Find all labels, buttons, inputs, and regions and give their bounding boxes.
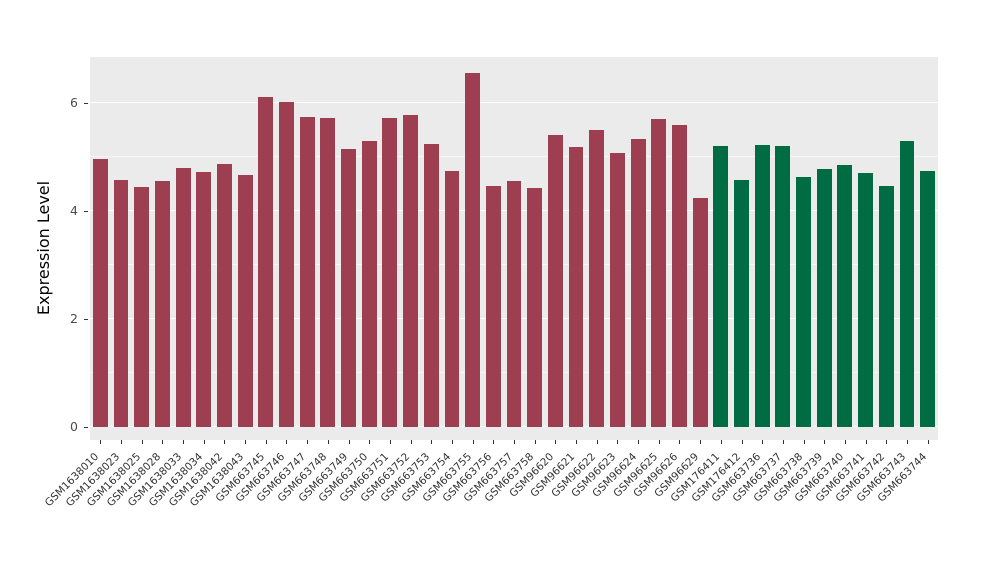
x-tick-mark — [720, 440, 722, 444]
bar — [547, 135, 563, 427]
bar — [837, 165, 853, 427]
x-tick-mark — [162, 440, 164, 444]
x-tick-mark — [327, 440, 329, 444]
y-tick-label: 6 — [70, 95, 78, 110]
bar — [734, 179, 749, 427]
x-tick-mark — [865, 440, 867, 444]
x-tick-mark — [348, 440, 350, 444]
x-tick-mark — [410, 440, 412, 444]
bar — [134, 186, 150, 427]
x-tick-mark — [431, 440, 433, 444]
plot-panel — [90, 57, 938, 440]
y-tick-mark — [84, 211, 88, 212]
y-tick-label: 4 — [70, 203, 78, 218]
x-tick-mark — [617, 440, 619, 444]
bar — [444, 170, 460, 427]
bar — [403, 114, 419, 427]
x-tick-mark — [265, 440, 267, 444]
bar — [609, 153, 625, 427]
x-tick-mark — [307, 440, 309, 444]
x-tick-mark — [638, 440, 640, 444]
x-tick-mark — [596, 440, 598, 444]
bar — [775, 146, 791, 427]
x-tick-mark — [389, 440, 391, 444]
bar — [816, 168, 832, 427]
x-tick-mark — [844, 440, 846, 444]
bar — [878, 185, 894, 427]
bar — [796, 176, 811, 427]
y-tick-label: 0 — [70, 419, 78, 434]
x-tick-mark — [782, 440, 784, 444]
y-tick-mark — [84, 319, 88, 320]
bar — [465, 73, 481, 427]
bar — [279, 101, 294, 427]
bar — [299, 116, 315, 427]
y-tick-mark — [84, 427, 88, 428]
x-tick-mark — [679, 440, 681, 444]
x-tick-mark — [741, 440, 743, 444]
bar — [320, 118, 336, 427]
x-tick-mark — [514, 440, 515, 444]
x-tick-mark — [927, 440, 929, 444]
bar — [485, 185, 501, 427]
x-tick-mark — [555, 440, 557, 444]
bar — [258, 96, 274, 427]
x-tick-mark — [534, 440, 536, 444]
bar — [858, 173, 874, 427]
x-tick-mark — [472, 440, 474, 444]
x-tick-mark — [286, 440, 288, 444]
bar — [361, 140, 377, 427]
bar — [672, 124, 687, 427]
bar — [692, 197, 708, 427]
bar — [754, 145, 770, 427]
x-tick-mark — [700, 440, 702, 444]
x-tick-mark — [203, 440, 205, 444]
y-tick-mark — [84, 103, 88, 104]
bar — [216, 164, 232, 427]
gridline-minor — [90, 156, 938, 157]
bar — [382, 117, 398, 427]
bar — [92, 158, 108, 427]
x-tick-mark — [824, 440, 826, 444]
x-tick-mark — [886, 440, 888, 444]
bar — [113, 180, 129, 427]
bar — [651, 119, 667, 427]
x-tick-mark — [906, 440, 908, 444]
bar — [423, 143, 439, 427]
x-tick-mark — [245, 440, 247, 444]
x-tick-mark — [658, 440, 660, 444]
bar — [899, 140, 915, 427]
y-axis-title: Expression Level — [34, 180, 53, 316]
bar — [196, 172, 212, 427]
bar — [920, 170, 936, 427]
bar — [589, 130, 605, 427]
x-tick-mark — [121, 440, 123, 444]
bar — [568, 147, 584, 427]
x-tick-mark — [224, 440, 226, 444]
x-tick-mark — [576, 440, 578, 444]
x-tick-mark — [493, 440, 495, 444]
bar — [341, 148, 356, 427]
bar — [506, 181, 522, 427]
x-tick-mark — [183, 440, 185, 444]
y-tick-label: 2 — [70, 311, 78, 326]
x-tick-mark — [369, 440, 371, 444]
x-tick-mark — [803, 440, 805, 444]
x-tick-mark — [762, 440, 764, 444]
bar — [713, 146, 729, 427]
x-tick-mark — [141, 440, 143, 444]
x-tick-mark — [100, 440, 102, 444]
bar — [175, 167, 191, 427]
bar — [630, 139, 646, 427]
bar — [527, 187, 543, 427]
bar — [237, 174, 253, 427]
x-tick-mark — [451, 440, 453, 444]
gridline-major — [90, 102, 938, 103]
bar — [154, 181, 170, 427]
